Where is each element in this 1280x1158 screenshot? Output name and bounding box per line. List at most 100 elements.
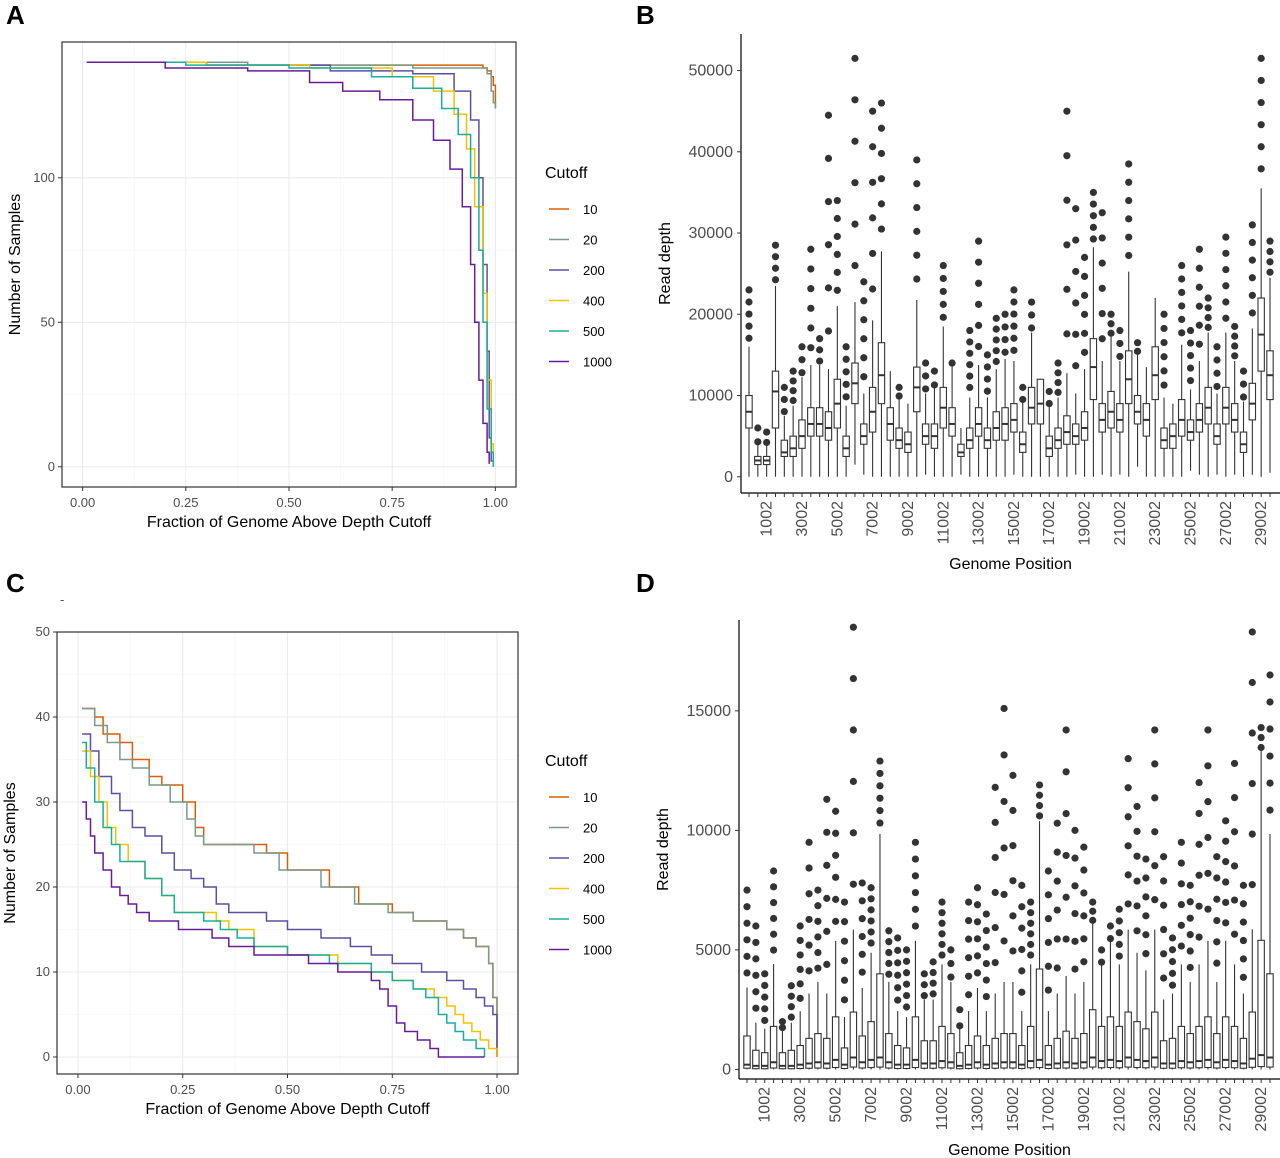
box-outlier <box>771 253 780 261</box>
box-outlier <box>1204 798 1212 806</box>
box-outlier <box>1168 957 1177 966</box>
box-outlier <box>1053 819 1061 827</box>
box-outlier <box>973 935 982 943</box>
box-16 <box>885 927 893 1070</box>
box-outlier <box>1018 945 1026 954</box>
box-51 <box>1195 778 1203 1070</box>
box-body <box>895 427 903 449</box>
box-outlier <box>860 354 868 362</box>
box-outlier <box>1062 768 1070 776</box>
legend-label-200: 200 <box>583 263 605 278</box>
box-outlier <box>991 853 999 862</box>
box-body <box>1098 403 1106 433</box>
box-outlier <box>1071 937 1079 945</box>
box-outlier <box>1186 326 1195 335</box>
box-outlier <box>798 356 806 364</box>
box-outlier <box>1204 323 1212 331</box>
box-outlier <box>965 917 973 925</box>
box-body <box>842 435 850 457</box>
box-outlier <box>1195 283 1203 291</box>
box-14 <box>867 884 875 1070</box>
box-outlier <box>895 392 903 400</box>
panel-letter-b: B <box>636 0 655 30</box>
box-outlier <box>1178 302 1186 310</box>
box-body <box>982 1044 991 1070</box>
box-outlier <box>771 241 780 249</box>
box-outlier <box>1142 950 1150 958</box>
box-28 <box>992 314 1000 477</box>
panel-a-legend: Cutoff 10 20 200 400 500 1000 <box>545 165 612 370</box>
box-outlier <box>823 927 831 935</box>
box-outlier <box>1151 794 1159 802</box>
box-outlier <box>1177 942 1185 950</box>
box-outlier <box>1222 919 1230 927</box>
box-outlier <box>913 227 921 235</box>
box-outlier <box>1222 878 1230 886</box>
box-outlier <box>1027 919 1035 927</box>
box-outlier <box>1071 826 1079 834</box>
box-body <box>1071 1037 1079 1069</box>
box-body <box>1248 382 1257 421</box>
box-outlier <box>858 879 866 887</box>
box-outlier <box>1053 848 1061 856</box>
box-outlier <box>1213 356 1221 364</box>
box-outlier <box>832 829 840 837</box>
box-body <box>973 1035 982 1069</box>
box-41 <box>1107 310 1115 477</box>
box-outlier <box>1071 882 1079 890</box>
box-53 <box>1213 853 1221 1070</box>
box-42 <box>1115 905 1124 1070</box>
x-tick-label: 7002 <box>863 1087 880 1123</box>
box-outlier <box>869 107 877 115</box>
x-tick-label: 11002 <box>934 1087 951 1130</box>
box-outlier <box>807 344 815 352</box>
box-outlier <box>1124 755 1132 763</box>
box-outlier <box>894 934 902 942</box>
box-outlier <box>832 895 840 903</box>
box-outlier <box>816 357 824 365</box>
box-body <box>1027 386 1036 425</box>
box-outlier <box>1124 900 1132 908</box>
box-outlier <box>814 917 822 925</box>
box-body <box>1239 431 1248 453</box>
box-outlier <box>1018 924 1026 932</box>
box-outlier <box>885 948 893 957</box>
legend-label-1000: 1000 <box>583 943 612 958</box>
box-body <box>1080 1033 1088 1069</box>
box-outlier <box>832 917 840 925</box>
box-body <box>1124 350 1133 405</box>
box-outlier <box>938 930 946 938</box>
box-outlier <box>787 982 795 990</box>
y-tick-label: 40 <box>36 709 50 724</box>
box-outlier <box>814 886 822 894</box>
box-body <box>974 407 983 437</box>
box-outlier <box>869 143 877 151</box>
box-outlier <box>1257 98 1265 107</box>
box-outlier <box>1177 838 1185 846</box>
x-tick-label: 0.25 <box>173 495 198 510</box>
panel-c-x-ticks: 0.00 0.25 0.50 0.75 1.00 <box>65 1074 510 1097</box>
box-outlier <box>1035 791 1044 799</box>
box-outlier <box>769 899 778 907</box>
box-37 <box>1071 205 1080 475</box>
box-outlier <box>1248 678 1256 687</box>
box-outlier <box>752 955 760 963</box>
box-outlier <box>1160 324 1168 333</box>
box-40 <box>1098 209 1106 475</box>
box-outlier <box>1160 381 1168 389</box>
box-outlier <box>1018 881 1026 889</box>
box-outlier <box>851 54 859 62</box>
box-outlier <box>851 220 859 228</box>
box-outlier <box>1018 967 1026 975</box>
box-body <box>920 1040 929 1069</box>
y-tick-label: 10000 <box>687 822 732 839</box>
box-24 <box>957 428 965 475</box>
box-outlier <box>1195 902 1203 910</box>
box-body <box>1018 1044 1026 1070</box>
box-36 <box>1062 726 1070 1070</box>
box-20 <box>921 359 930 475</box>
box-body <box>1035 968 1044 1069</box>
series-line-10 <box>82 707 498 1057</box>
box-outlier <box>1045 387 1053 396</box>
box-10 <box>831 807 840 1070</box>
